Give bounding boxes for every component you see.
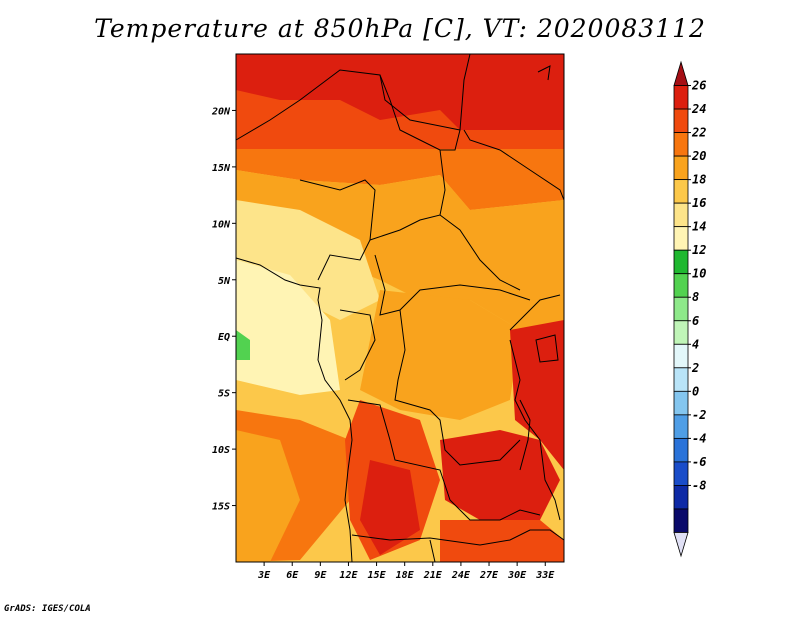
lat-tick-label: 5N bbox=[218, 276, 231, 287]
lat-tick-label: 10S bbox=[212, 445, 230, 456]
lon-tick-label: 24E bbox=[451, 570, 471, 581]
colorbar-label: 14 bbox=[692, 220, 706, 234]
lat-tick-label: 5S bbox=[218, 389, 230, 400]
lat-tick-label: 15S bbox=[212, 502, 230, 513]
colorbar-swatch bbox=[673, 367, 689, 392]
colorbar-swatch bbox=[673, 249, 689, 275]
colorbar-swatch bbox=[673, 202, 689, 228]
colorbar-swatch bbox=[673, 226, 689, 251]
lon-tick-label: 21E bbox=[423, 570, 443, 581]
lon-tick-label: 27E bbox=[479, 570, 499, 581]
lon-tick-label: 6E bbox=[286, 570, 299, 581]
colorbar-swatch bbox=[673, 508, 689, 533]
colorbar-label: 22 bbox=[691, 126, 706, 140]
colorbar-label: -8 bbox=[692, 478, 706, 492]
colorbar-swatch bbox=[673, 273, 689, 298]
colorbar-swatch bbox=[673, 155, 689, 181]
colorbar-swatch bbox=[673, 296, 689, 322]
lat-tick-label: 15N bbox=[212, 163, 231, 174]
lon-tick-label: 12E bbox=[339, 570, 358, 581]
colorbar-label: 6 bbox=[692, 314, 699, 328]
colorbar-swatch bbox=[673, 485, 689, 510]
colorbar-swatch bbox=[673, 461, 689, 486]
lon-tick-label: 15E bbox=[368, 570, 387, 581]
lon-tick-label: 18E bbox=[396, 570, 415, 581]
colorbar-label: 16 bbox=[692, 196, 706, 210]
colorbar-label: -4 bbox=[692, 431, 706, 445]
colorbar-swatch bbox=[673, 179, 689, 204]
colorbar-swatch bbox=[673, 390, 689, 416]
longitude-axis: 3E 6E 9E 12E 15E 18E 21E 24E 27E 30E 33E bbox=[257, 562, 555, 581]
lon-tick-label: 9E bbox=[314, 570, 327, 581]
colorbar-swatch bbox=[673, 437, 689, 463]
lat-tick-label: EQ bbox=[218, 332, 230, 343]
colorbar-label: -6 bbox=[692, 455, 706, 469]
colorbar-label: 18 bbox=[692, 173, 706, 187]
colorbar-label: -2 bbox=[692, 408, 706, 422]
colorbar-label: 26 bbox=[691, 79, 706, 93]
colorbar-swatch bbox=[673, 85, 689, 110]
colorbar-bottom-triangle bbox=[673, 532, 689, 558]
colorbar-label: 4 bbox=[692, 337, 699, 351]
colorbar-swatch bbox=[673, 343, 689, 369]
colorbar-top-triangle bbox=[673, 60, 689, 86]
chart-title: Temperature at 850hPa [C], VT: 202008311… bbox=[94, 14, 706, 43]
map-plot-area bbox=[235, 53, 565, 563]
lat-tick-label: 10N bbox=[212, 219, 231, 230]
colorbar-swatch bbox=[673, 132, 689, 157]
colorbar-label: 24 bbox=[691, 102, 706, 116]
lon-tick-label: 30E bbox=[507, 570, 527, 581]
colorbar-swatch bbox=[673, 320, 689, 345]
colorbar-label: 2 bbox=[691, 361, 699, 375]
colorbar-label: 20 bbox=[691, 149, 706, 163]
lat-tick-label: 20N bbox=[211, 106, 231, 117]
latitude-axis: 20N 15N 10N 5N EQ 5S 10S 15S bbox=[211, 106, 236, 513]
colorbar-label: 8 bbox=[692, 290, 699, 304]
colorbar-label: 10 bbox=[692, 267, 706, 281]
lon-tick-label: 33E bbox=[535, 570, 555, 581]
colorbar-label: 12 bbox=[692, 243, 706, 257]
colorbar-label: 0 bbox=[692, 384, 699, 398]
lon-tick-label: 3E bbox=[257, 570, 271, 581]
footer-credit: GrADS: IGES/COLA bbox=[4, 604, 91, 614]
colorbar-swatch bbox=[673, 414, 689, 439]
colorbar-swatch bbox=[673, 108, 689, 133]
